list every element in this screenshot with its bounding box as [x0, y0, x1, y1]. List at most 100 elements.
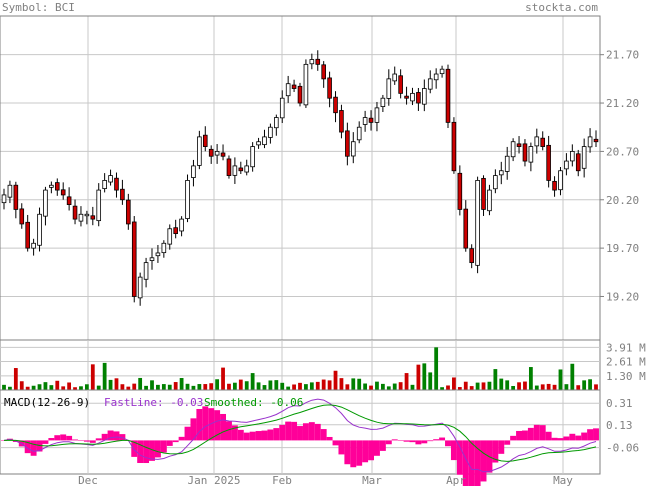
candle-body [321, 64, 326, 80]
macd-histogram-bar [237, 429, 244, 441]
volume-tick-label: 1.30 M [606, 370, 646, 383]
volume-bar [386, 386, 391, 390]
candle-body [575, 153, 581, 172]
volume-bar [84, 384, 89, 390]
volume-bar [126, 386, 131, 390]
candle-body [25, 221, 30, 249]
candle-body [262, 136, 267, 146]
volume-bar [582, 380, 587, 390]
candle-body [374, 107, 380, 123]
macd-tick-label: -0.06 [606, 442, 639, 455]
candle-body [333, 96, 338, 114]
macd-histogram-bar [261, 430, 268, 441]
volume-bar [434, 347, 439, 390]
macd-histogram-bar [297, 426, 303, 441]
macd-histogram-bar [445, 440, 451, 447]
volume-bar [511, 385, 516, 390]
volume-grid [0, 340, 600, 390]
volume-bar [540, 384, 545, 390]
candle-body [238, 167, 244, 172]
macd-smoothed-line [3, 404, 597, 462]
macd-histogram-bar [498, 440, 505, 454]
candle-body [1, 194, 7, 204]
candle-body [587, 136, 593, 148]
candle-body [37, 213, 42, 246]
volume-bar [380, 383, 385, 390]
candle-body [303, 63, 309, 106]
volume-bar [534, 385, 539, 390]
volume-bar [138, 377, 143, 390]
macd-histogram-bar [54, 435, 61, 441]
candle-body [291, 84, 297, 89]
macd-histogram-bar [314, 423, 321, 441]
candle-body [31, 242, 36, 249]
candle-body [220, 152, 226, 157]
price-tick-label: 19.70 [606, 242, 639, 255]
volume-bar [197, 384, 202, 390]
price-panel-border [0, 15, 601, 341]
symbol-label: Symbol: BCI [2, 1, 75, 14]
macd-histogram-bar [48, 438, 55, 441]
volume-bar [144, 385, 148, 390]
candle-body [197, 136, 202, 166]
macd-histogram-bar [575, 435, 582, 441]
volume-bar [552, 384, 557, 390]
volume-bar [2, 384, 6, 390]
volume-bar [79, 386, 83, 390]
macd-histogram-bar [273, 428, 280, 441]
site-label: stockta.com [525, 1, 598, 14]
macd-histogram-bar [374, 440, 380, 456]
volume-bar [31, 385, 36, 390]
macd-histogram-bar [107, 430, 114, 441]
candle-body [208, 148, 214, 157]
candle-body [214, 151, 220, 156]
volume-bar [179, 378, 184, 390]
macd-histogram-bar [66, 435, 73, 441]
macd-histogram-bar [249, 431, 256, 441]
macd-histogram-bar [332, 440, 339, 446]
macd-histogram-bar [78, 440, 84, 441]
volume-bar [96, 385, 101, 390]
volume-tick-label: 3.91 M [606, 341, 646, 354]
candle-body [439, 68, 445, 75]
volume-tick-label: 2.61 M [606, 356, 646, 369]
candle-body [120, 188, 125, 201]
volume-bar [475, 382, 480, 390]
macd-histogram-bar [166, 440, 173, 446]
volume-bar [161, 384, 166, 390]
volume-bar [564, 384, 569, 390]
volume-bar [404, 373, 409, 390]
volume-bar [576, 385, 581, 390]
volume-bar [304, 384, 308, 390]
macd-histogram-bar [474, 440, 481, 486]
x-axis-label: Mar [362, 474, 382, 486]
price-axis: 21.70 21.20 20.70 20.20 19.70 19.20 [600, 49, 639, 303]
candle-body [96, 189, 102, 222]
volume-bar [8, 386, 12, 390]
volume-bar [570, 363, 575, 390]
macd-histogram-bar [101, 433, 108, 441]
candle-body [362, 117, 368, 125]
candle-body [84, 213, 90, 217]
volume-bar [357, 378, 362, 390]
volume-bar [61, 386, 66, 390]
x-axis-labels: Dec Jan 2025 Feb Mar Apr May [78, 474, 573, 486]
macd-histogram-bar [302, 423, 309, 441]
price-tick-label: 21.70 [606, 49, 639, 62]
candle-body [516, 143, 522, 147]
volume-bar [286, 386, 291, 390]
volume-bar [505, 380, 510, 390]
macd-histogram-bar [516, 430, 522, 441]
macd-tick-label: 0.31 [606, 397, 633, 410]
macd-smoothed-label: Smoothed: -0.06 [204, 396, 303, 409]
macd-histogram-bar [456, 440, 463, 475]
candle-body [232, 165, 238, 176]
volume-bar [309, 382, 314, 390]
macd-histogram-bar [1, 440, 7, 441]
macd-histogram-bar [545, 431, 552, 441]
volume-bar [315, 381, 320, 390]
candle-body [404, 95, 409, 99]
macd-histogram-bar [527, 427, 534, 441]
macd-histogram-bar [539, 425, 546, 441]
macd-histogram-bar [403, 440, 410, 442]
